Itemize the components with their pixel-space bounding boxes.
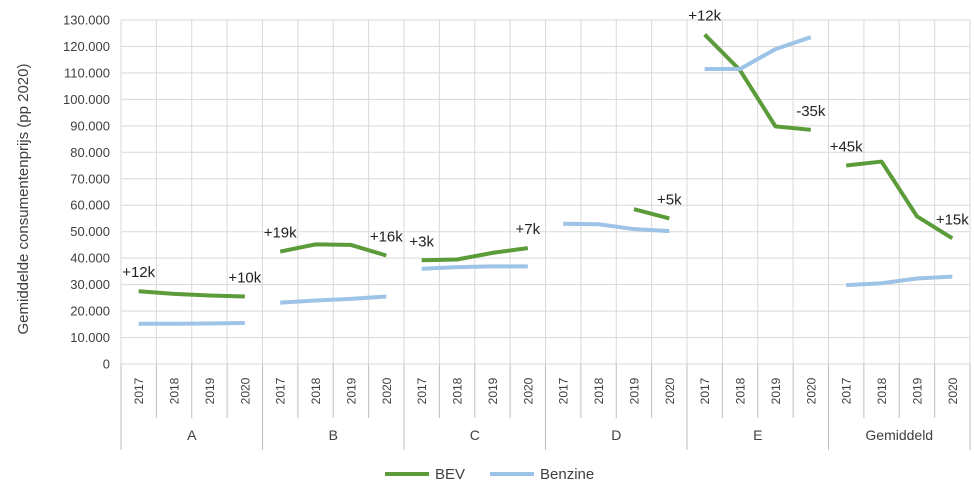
series-line-bev-d: [633, 207, 670, 221]
x-year-label: 2019: [203, 377, 217, 404]
x-year-label: 2017: [274, 377, 288, 404]
x-year-label: 2020: [238, 377, 252, 404]
y-tick-label: 100.000: [63, 92, 110, 107]
x-year-label: 2018: [734, 377, 748, 404]
series-line-bev-gemiddeld: [845, 159, 954, 241]
series-lines: [138, 33, 954, 326]
legend-label: BEV: [435, 466, 465, 483]
x-year-label: 2017: [698, 377, 712, 404]
x-year-label: 2018: [592, 377, 606, 404]
series-line-bev-e: [703, 33, 812, 132]
series-line-bev-c: [421, 246, 529, 263]
legend[interactable]: BEV Benzine: [385, 466, 594, 483]
y-tick-label: 30.000: [70, 277, 110, 292]
data-annotation: +12k: [122, 264, 155, 281]
x-year-label: 2019: [486, 377, 500, 404]
x-year-label: 2019: [910, 377, 924, 404]
series-line-benzine-b: [280, 294, 387, 305]
x-year-label: 2017: [132, 377, 146, 404]
series-line-benzine-c: [421, 264, 528, 271]
y-axis-label: Gemiddelde consumentenprijs (pp 2020): [15, 64, 32, 335]
y-tick-label: 70.000: [70, 171, 110, 186]
data-annotation: +16k: [370, 229, 403, 246]
x-year-label: 2018: [309, 377, 323, 404]
data-annotation: +15k: [936, 211, 969, 228]
data-annotation: +7k: [516, 221, 541, 238]
legend-item-bev[interactable]: BEV: [385, 466, 465, 483]
x-year-label: 2018: [875, 377, 889, 404]
x-year-label: 2017: [557, 377, 571, 404]
data-annotation: +3k: [409, 233, 434, 250]
y-tick-label: 120.000: [63, 39, 110, 54]
series-line-benzine-d: [563, 221, 670, 234]
x-year-label: 2018: [451, 377, 465, 404]
y-tick-label: 50.000: [70, 224, 110, 239]
data-annotation: +45k: [830, 139, 863, 156]
series-line-bev-b: [279, 242, 387, 258]
x-year-label: 2019: [344, 377, 358, 404]
x-axis: 2017 2018 2019 2020 A 2017 2018 2019 2020 B 2017 20…: [120, 364, 971, 450]
y-tick-label: 130.000: [63, 13, 110, 28]
x-year-label: 2020: [946, 377, 960, 404]
y-tick-label: 40.000: [70, 251, 110, 266]
y-tick-label: 20.000: [70, 304, 110, 319]
x-year-label: 2020: [804, 377, 818, 404]
data-annotation: +10k: [228, 270, 261, 287]
data-annotation: +19k: [264, 225, 297, 242]
x-year-label: 2017: [840, 377, 854, 404]
y-tick-label: 110.000: [64, 65, 110, 80]
x-year-label: 2020: [380, 377, 394, 404]
y-tick-label: 10.000: [70, 330, 110, 345]
y-tick-label: 60.000: [70, 198, 110, 213]
x-group-label: C: [470, 427, 480, 443]
x-group-label: Gemiddeld: [865, 427, 933, 443]
annotations: +12k +10k +19k +16k +3k +7k +5k +12k -35k +45k +15…: [122, 8, 969, 287]
x-group-label: E: [753, 427, 762, 443]
x-year-label: 2020: [663, 377, 677, 404]
x-group-label: D: [611, 427, 621, 443]
x-year-label: 2019: [769, 377, 783, 404]
x-year-label: 2019: [627, 377, 641, 404]
x-year-label: 2018: [168, 377, 182, 404]
series-line-benzine-e: [704, 35, 812, 71]
data-annotation: +12k: [688, 8, 721, 25]
series-line-bev-a: [138, 289, 245, 299]
x-group-label: B: [329, 427, 338, 443]
grid: [120, 19, 971, 365]
y-tick-label: 80.000: [70, 145, 110, 160]
x-year-label: 2017: [415, 377, 429, 404]
series-line-benzine-a: [138, 320, 245, 326]
legend-item-benzine[interactable]: Benzine: [490, 466, 594, 483]
series-line-benzine-gemiddeld: [846, 274, 953, 288]
data-annotation: -35k: [796, 103, 826, 120]
y-tick-label: 0: [103, 357, 110, 372]
y-axis: 0 10.000 20.000 30.000 40.000 50.000 60.000 70.…: [63, 13, 110, 372]
x-year-label: 2020: [521, 377, 535, 404]
data-annotation: +5k: [657, 191, 682, 208]
x-group-label: A: [187, 427, 197, 443]
y-tick-label: 90.000: [70, 118, 110, 133]
legend-label: Benzine: [540, 466, 594, 483]
